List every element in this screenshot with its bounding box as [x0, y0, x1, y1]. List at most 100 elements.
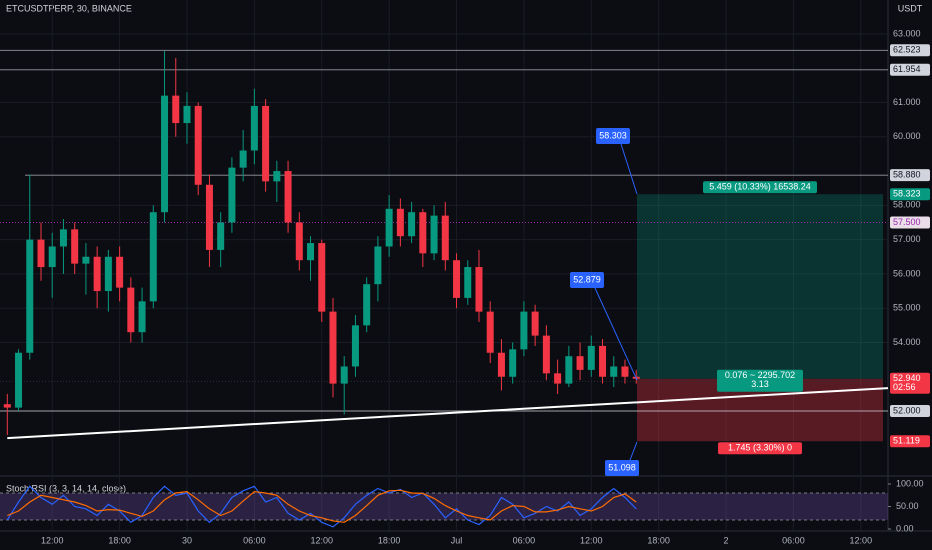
candle-body — [127, 287, 135, 333]
price-badge-label: 51.119 — [893, 436, 920, 446]
candle-body — [318, 243, 326, 312]
candle-body — [205, 184, 213, 250]
candle-body — [183, 105, 191, 124]
candle-body — [273, 171, 281, 182]
price-badge — [890, 216, 930, 229]
y-tick-label: 63.000 — [893, 28, 921, 38]
candle-body — [497, 352, 505, 377]
candle-body — [441, 215, 449, 261]
candle-body — [48, 246, 56, 268]
price-badge-label: 52.940 — [893, 373, 921, 383]
candle-body — [419, 212, 427, 254]
candle-body — [138, 301, 146, 333]
callout-text: 51.098 — [608, 462, 636, 472]
y-tick-label: 55.000 — [893, 303, 921, 313]
candle-body — [509, 349, 517, 377]
candle-body — [329, 311, 337, 384]
candle-body — [430, 215, 438, 254]
countdown: 02:56 — [893, 382, 916, 392]
y-tick-label: 58.000 — [893, 200, 921, 210]
x-tick-label: 18:00 — [378, 535, 401, 545]
candle-body — [363, 284, 371, 326]
x-tick-label: 2 — [724, 535, 729, 545]
x-tick-label: 12:00 — [580, 535, 603, 545]
candle-body — [104, 256, 112, 292]
y-tick-label: 57.000 — [893, 234, 921, 244]
candle-body — [239, 150, 247, 168]
callout-badge — [570, 272, 604, 288]
price-badge — [890, 435, 930, 448]
target-text: 5.459 (10.33%) 16538.24 — [709, 182, 811, 192]
candle-body — [37, 239, 45, 268]
candle-body — [26, 239, 34, 353]
rsi-line — [7, 489, 637, 523]
stop-text: 1.745 (3.30%) 0 — [728, 443, 792, 453]
candle-body — [565, 356, 573, 384]
candle-body — [71, 229, 79, 264]
candle-body — [610, 366, 618, 377]
x-tick-label: 06:00 — [513, 535, 536, 545]
candle-body — [542, 335, 550, 374]
center-text: 0.076 ~ 2295.702 — [725, 370, 795, 380]
price-badge — [890, 44, 930, 57]
price-badge-label: 57.500 — [893, 217, 921, 227]
candle-body — [217, 222, 225, 250]
candle-body — [295, 222, 303, 261]
price-badge — [890, 63, 930, 76]
profit-zone — [637, 194, 883, 379]
x-tick-label: 18:00 — [108, 535, 131, 545]
y-tick-label: 60.000 — [893, 131, 921, 141]
price-badge-label: 58.323 — [893, 189, 921, 199]
candle-body — [351, 325, 359, 367]
candle-body — [93, 256, 101, 292]
rsi-tick-label: 100.00 — [896, 478, 924, 488]
x-tick-label: 06:00 — [243, 535, 266, 545]
y-tick-label: 54.000 — [893, 337, 921, 347]
candle-body — [340, 366, 348, 384]
callout-text: 58.303 — [599, 130, 627, 140]
chart-title: ETCUSDTPERP, 30, BINANCE — [6, 3, 132, 13]
candle-body — [554, 373, 562, 384]
x-tick-label: 12:00 — [850, 535, 873, 545]
stop-badge — [718, 442, 802, 455]
x-tick-label: 12:00 — [310, 535, 333, 545]
candle-body — [82, 256, 90, 264]
price-badge-label: 62.523 — [893, 45, 921, 55]
rsi-line — [6, 485, 637, 528]
candle-body — [3, 404, 11, 408]
rsi-tick-label: 0.00 — [896, 523, 914, 533]
candle-body — [576, 356, 584, 370]
candle-body — [194, 105, 202, 185]
candle-body — [520, 311, 528, 350]
price-badge — [890, 169, 930, 182]
callout-badge — [605, 460, 639, 476]
y-tick-label: 56.000 — [893, 268, 921, 278]
candle-body — [250, 105, 258, 151]
x-tick-label: Jul — [451, 535, 463, 545]
candle-body — [172, 95, 180, 124]
candle-body — [228, 167, 236, 223]
candle-body — [486, 311, 494, 353]
candle-body — [307, 243, 315, 261]
x-tick-label: 30 — [182, 535, 192, 545]
price-badge-label: 61.954 — [893, 64, 921, 74]
price-badge — [890, 405, 930, 418]
candle-body — [531, 311, 539, 336]
price-badge — [890, 372, 930, 394]
price-badge-label: 52.000 — [893, 405, 921, 415]
callout-arrow — [594, 287, 638, 381]
callout-arrow — [620, 143, 638, 195]
candle-body — [621, 366, 629, 377]
price-badge-label: 58.880 — [893, 170, 921, 180]
candle-body — [453, 260, 461, 298]
candle-body — [385, 208, 393, 247]
x-tick-label: 06:00 — [782, 535, 805, 545]
callout-badge — [596, 128, 630, 144]
rsi-title: Stoch RSI (3, 3, 14, 14, close) — [6, 483, 126, 493]
candle-body — [59, 229, 67, 247]
candle-body — [408, 212, 416, 237]
candle-body — [599, 345, 607, 377]
rsi-tick-label: 50.00 — [896, 501, 919, 511]
